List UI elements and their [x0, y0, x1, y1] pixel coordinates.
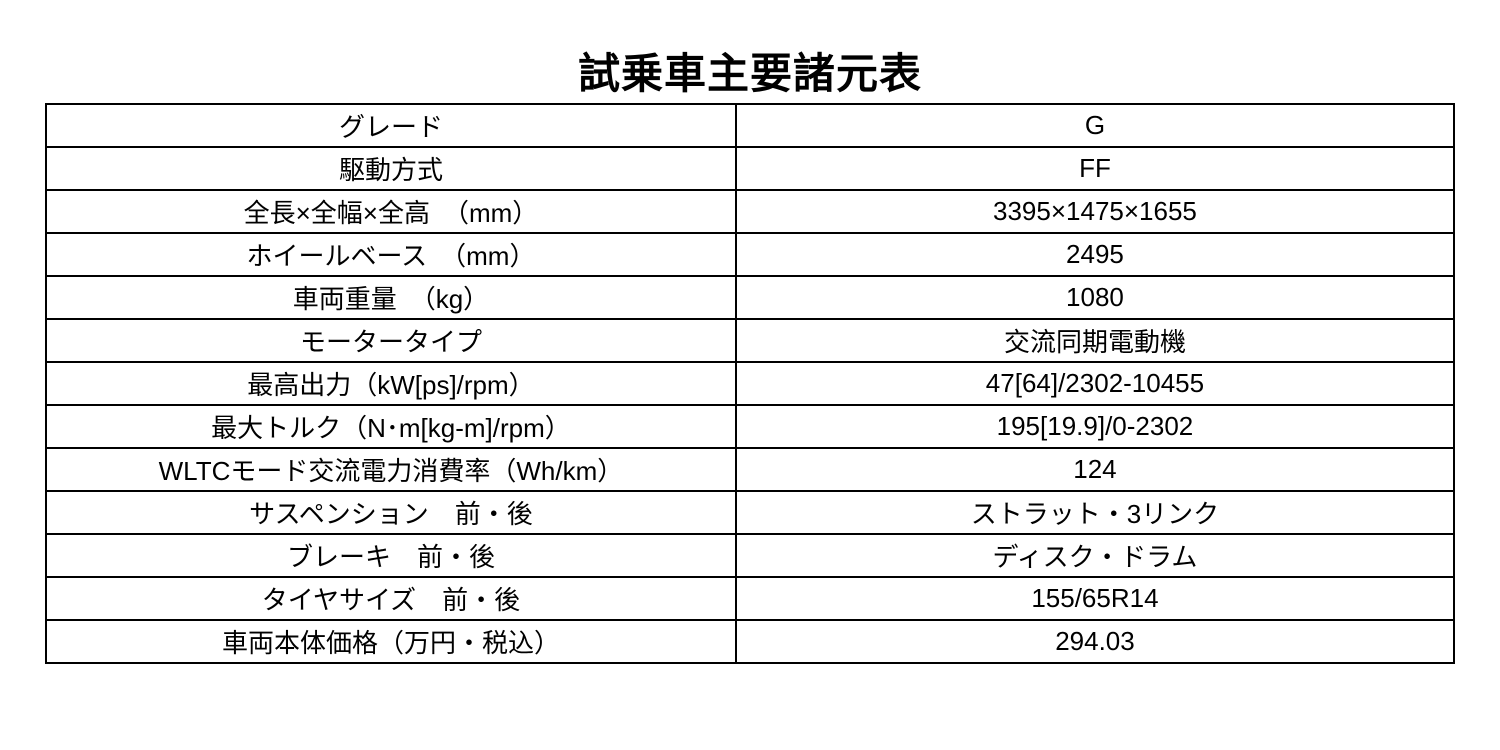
spec-value: 124: [736, 448, 1454, 491]
spec-value: ディスク・ドラム: [736, 534, 1454, 577]
spec-table-body: グレード G 駆動方式 FF 全長×全幅×全高 （mm） 3395×1475×1…: [46, 104, 1454, 663]
spec-value: FF: [736, 147, 1454, 190]
spec-value: 155/65R14: [736, 577, 1454, 620]
spec-label: タイヤサイズ 前・後: [46, 577, 736, 620]
spec-value: 1080: [736, 276, 1454, 319]
table-row: モータータイプ 交流同期電動機: [46, 319, 1454, 362]
table-row: ホイールベース （mm） 2495: [46, 233, 1454, 276]
spec-value: 195[19.9]/0-2302: [736, 405, 1454, 448]
table-row: タイヤサイズ 前・後 155/65R14: [46, 577, 1454, 620]
spec-value: 47[64]/2302-10455: [736, 362, 1454, 405]
spec-label: 駆動方式: [46, 147, 736, 190]
table-row: ブレーキ 前・後 ディスク・ドラム: [46, 534, 1454, 577]
spec-value: 交流同期電動機: [736, 319, 1454, 362]
table-row: サスペンション 前・後 ストラット・3リンク: [46, 491, 1454, 534]
spec-label: グレード: [46, 104, 736, 147]
spec-label: 車両重量 （kg）: [46, 276, 736, 319]
table-row: 全長×全幅×全高 （mm） 3395×1475×1655: [46, 190, 1454, 233]
spec-label: ホイールベース （mm）: [46, 233, 736, 276]
page-title: 試乗車主要諸元表: [45, 40, 1455, 101]
table-row: 車両本体価格（万円・税込） 294.03: [46, 620, 1454, 663]
spec-value: 2495: [736, 233, 1454, 276]
spec-value: 3395×1475×1655: [736, 190, 1454, 233]
spec-label: 車両本体価格（万円・税込）: [46, 620, 736, 663]
spec-label: ブレーキ 前・後: [46, 534, 736, 577]
spec-label: 全長×全幅×全高 （mm）: [46, 190, 736, 233]
spec-value: 294.03: [736, 620, 1454, 663]
table-row: 最高出力（kW[ps]/rpm） 47[64]/2302-10455: [46, 362, 1454, 405]
spec-label: 最大トルク（N･m[kg-m]/rpm）: [46, 405, 736, 448]
spec-label: WLTCモード交流電力消費率（Wh/km）: [46, 448, 736, 491]
table-row: 最大トルク（N･m[kg-m]/rpm） 195[19.9]/0-2302: [46, 405, 1454, 448]
spec-label: 最高出力（kW[ps]/rpm）: [46, 362, 736, 405]
spec-label: モータータイプ: [46, 319, 736, 362]
spec-table: グレード G 駆動方式 FF 全長×全幅×全高 （mm） 3395×1475×1…: [45, 103, 1455, 664]
table-row: 駆動方式 FF: [46, 147, 1454, 190]
spec-value: G: [736, 104, 1454, 147]
table-row: 車両重量 （kg） 1080: [46, 276, 1454, 319]
table-row: グレード G: [46, 104, 1454, 147]
spec-value: ストラット・3リンク: [736, 491, 1454, 534]
table-row: WLTCモード交流電力消費率（Wh/km） 124: [46, 448, 1454, 491]
spec-label: サスペンション 前・後: [46, 491, 736, 534]
